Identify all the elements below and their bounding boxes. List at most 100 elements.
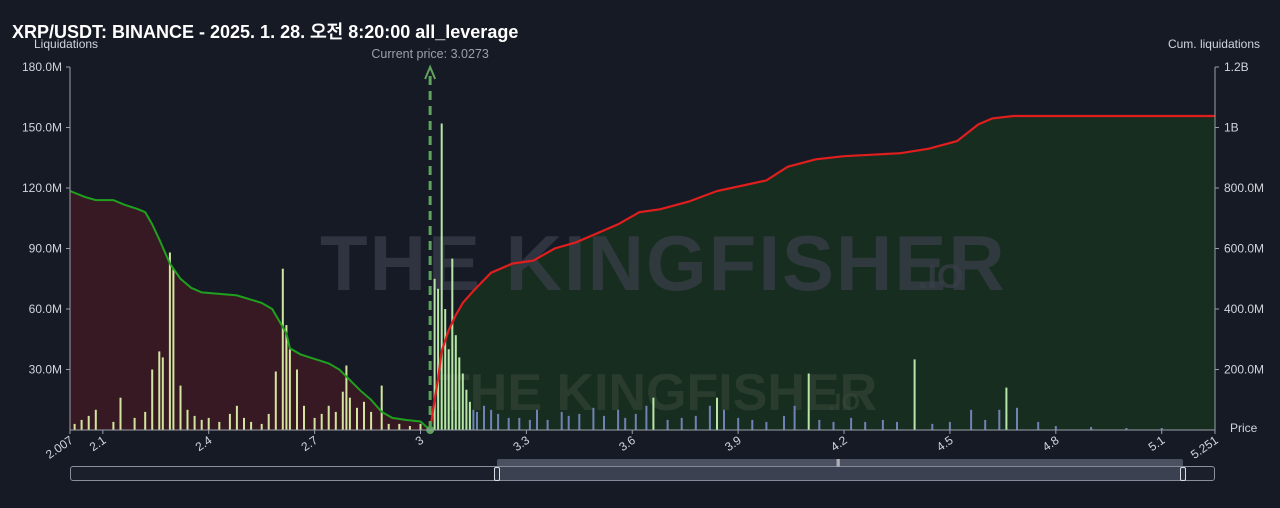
long-cumulative-line bbox=[69, 190, 431, 431]
right-tick-label: 400.0M bbox=[1224, 302, 1264, 316]
long-liquidation-bar bbox=[356, 407, 358, 430]
short-liquidation-bar bbox=[483, 405, 485, 430]
short-liquidation-bar bbox=[468, 401, 471, 430]
long-liquidation-bar bbox=[320, 413, 323, 430]
long-liquidation-bar bbox=[193, 415, 196, 430]
long-liquidation-bar bbox=[228, 413, 231, 430]
short-liquidation-bar bbox=[536, 409, 538, 430]
long-liquidation-bar bbox=[285, 325, 288, 430]
short-liquidation-bar bbox=[998, 409, 1001, 430]
right-tick-label: 800.0M bbox=[1224, 181, 1264, 195]
zoom-window-handle[interactable] bbox=[497, 459, 1183, 466]
left-tick-label: 30.0M bbox=[29, 363, 62, 377]
x-tick-label: 2.4 bbox=[193, 433, 215, 454]
short-liquidation-bar bbox=[1090, 427, 1093, 430]
short-liquidation-bar bbox=[1054, 426, 1057, 430]
long-liquidation-bar bbox=[179, 385, 182, 430]
short-liquidation-bar bbox=[528, 419, 531, 430]
long-liquidation-bar bbox=[260, 423, 263, 430]
right-axis-title: Cum. liquidations bbox=[1167, 37, 1260, 51]
long-liquidation-bar bbox=[200, 419, 203, 430]
short-liquidation-bar bbox=[948, 421, 951, 430]
long-liquidation-bar bbox=[158, 351, 161, 430]
short-liquidation-bar bbox=[783, 415, 785, 430]
short-liquidation-bar bbox=[546, 419, 549, 430]
long-liquidation-bar bbox=[267, 413, 270, 430]
x-tick-label: 4.5 bbox=[934, 433, 956, 454]
x-tick-label: 3.3 bbox=[510, 433, 532, 454]
long-liquidation-bar bbox=[250, 421, 253, 430]
right-tick-label: 600.0M bbox=[1224, 242, 1264, 256]
right-tick-label: 1B bbox=[1224, 121, 1239, 135]
short-liquidation-bar bbox=[624, 417, 627, 430]
zoom-scrollbar[interactable] bbox=[70, 466, 1215, 481]
short-liquidation-bar bbox=[444, 309, 447, 430]
long-liquidation-bar bbox=[363, 401, 365, 430]
long-liquidation-bar bbox=[303, 405, 305, 430]
right-tick-label: 1.2B bbox=[1224, 60, 1249, 74]
short-liquidation-bar bbox=[454, 335, 457, 430]
long-liquidation-bar bbox=[133, 417, 136, 430]
long-liquidation-bar bbox=[161, 357, 164, 430]
short-liquidation-bar bbox=[634, 413, 637, 430]
short-liquidation-bar bbox=[497, 413, 500, 430]
short-liquidation-bar bbox=[832, 421, 835, 430]
short-liquidation-bar bbox=[723, 409, 725, 430]
long-liquidation-bar bbox=[341, 391, 344, 430]
short-liquidation-bar bbox=[793, 405, 796, 430]
long-liquidation-bar bbox=[94, 409, 97, 430]
zoom-selected-range[interactable] bbox=[497, 466, 1183, 481]
short-cumulative-line bbox=[429, 114, 1215, 431]
chart-title: XRP/USDT: BINANCE - 2025. 1. 28. 오전 8:20… bbox=[12, 22, 519, 42]
long-liquidation-bar bbox=[334, 411, 337, 430]
long-liquidation-bar bbox=[87, 415, 90, 430]
long-liquidation-bar bbox=[313, 417, 316, 430]
short-liquidation-bar bbox=[465, 389, 468, 430]
long-liquidation-bar bbox=[235, 405, 238, 430]
short-liquidation-bar bbox=[694, 415, 697, 430]
short-liquidation-bar bbox=[490, 409, 493, 430]
watermark-large: THE KINGFISHER bbox=[320, 219, 1007, 307]
zoom-left-handle[interactable] bbox=[494, 467, 500, 481]
left-tick-label: 150.0M bbox=[22, 121, 62, 135]
long-liquidation-bar bbox=[80, 419, 83, 430]
short-liquidation-bar bbox=[984, 419, 987, 430]
left-tick-label: 180.0M bbox=[22, 60, 62, 74]
short-liquidation-bar bbox=[881, 419, 884, 430]
short-liquidation-bar bbox=[440, 123, 443, 430]
x-tick-label: 2.7 bbox=[299, 433, 321, 454]
short-liquidation-bar bbox=[560, 411, 563, 430]
long-liquidation-bar bbox=[172, 268, 175, 430]
short-liquidation-bar bbox=[476, 411, 478, 430]
right-tick-label: 200.0M bbox=[1224, 363, 1264, 377]
short-liquidation-bar bbox=[458, 357, 461, 430]
zoom-right-handle[interactable] bbox=[1180, 467, 1186, 481]
short-liquidation-bar bbox=[451, 258, 454, 430]
x-tick-label: 3.9 bbox=[722, 433, 744, 454]
long-liquidation-bar bbox=[288, 349, 291, 430]
short-liquidation-bar bbox=[737, 417, 740, 430]
current-price-arrow-icon bbox=[424, 64, 437, 80]
short-liquidation-bar bbox=[518, 417, 521, 430]
long-liquidation-bar bbox=[144, 411, 147, 430]
zoom-grip-icon[interactable]: ||| bbox=[836, 458, 840, 467]
long-liquidation-bar bbox=[387, 423, 390, 430]
long-liquidation-bar bbox=[348, 397, 351, 430]
short-liquidation-bar bbox=[818, 419, 821, 430]
long-liquidation-bar bbox=[398, 423, 401, 430]
short-liquidation-bar bbox=[447, 349, 450, 430]
x-tick-label: 2.007 bbox=[43, 433, 76, 462]
short-liquidation-bar bbox=[807, 373, 810, 430]
short-liquidation-bar bbox=[931, 423, 934, 430]
watermark-large-suffix: .IO bbox=[918, 258, 963, 296]
short-liquidation-bar bbox=[437, 288, 440, 430]
left-tick-label: 60.0M bbox=[29, 302, 62, 316]
x-tick-label: 5.1 bbox=[1146, 433, 1168, 454]
short-liquidation-bar bbox=[913, 359, 916, 430]
x-tick-label: 4.2 bbox=[828, 433, 850, 454]
short-liquidation-bar bbox=[1016, 407, 1018, 430]
short-liquidation-bar bbox=[708, 405, 711, 430]
short-cumulative-area bbox=[430, 116, 1216, 430]
short-liquidation-bar bbox=[680, 417, 683, 430]
long-liquidation-bar bbox=[380, 385, 383, 430]
